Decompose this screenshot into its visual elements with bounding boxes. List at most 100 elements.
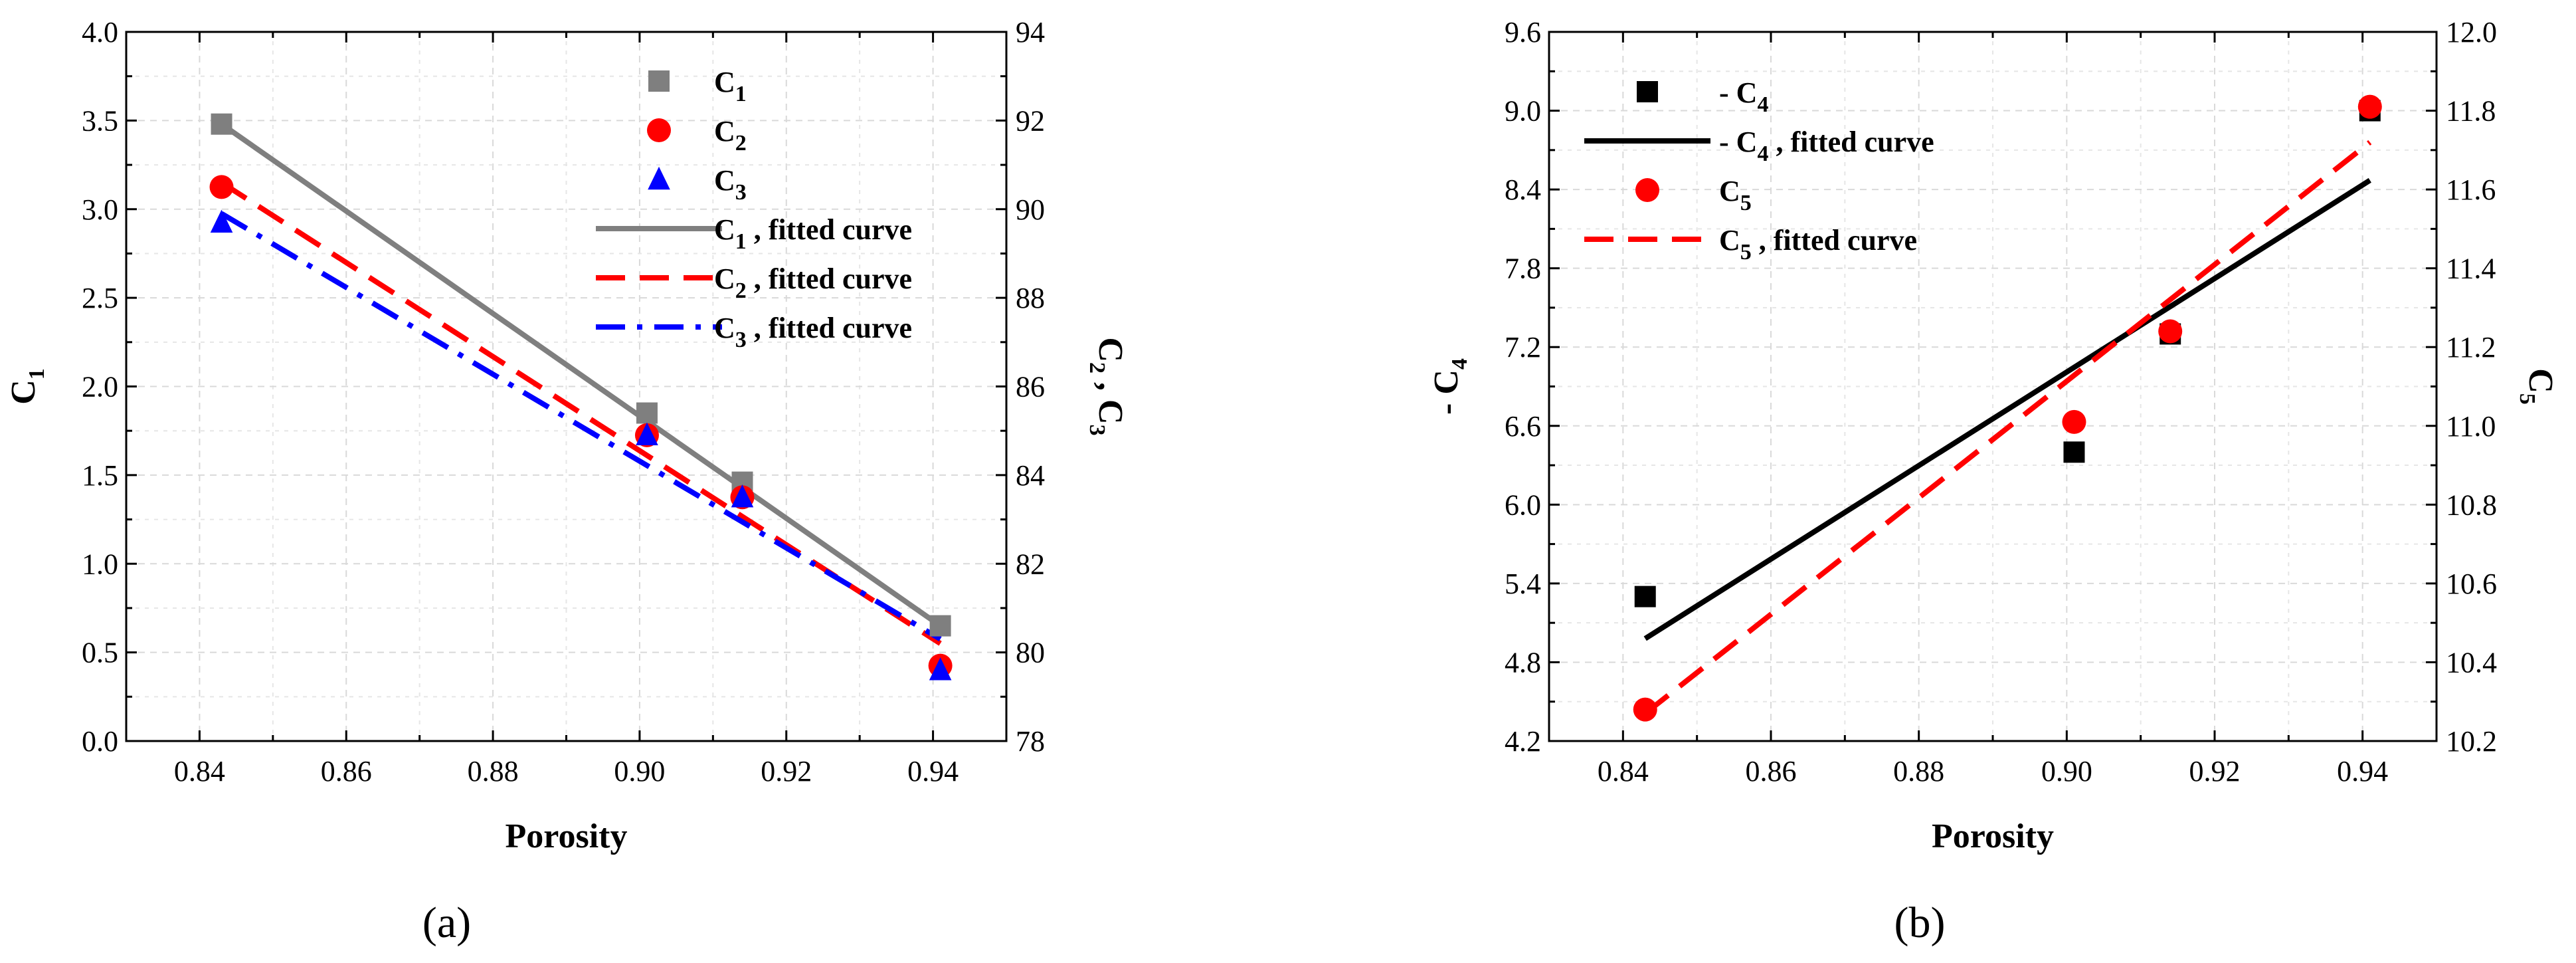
y2-axis-label-a-sub: 2 — [1085, 362, 1109, 374]
legend-label-sub: 5 — [1740, 240, 1752, 265]
legend-label-suffix: , fitted curve — [1768, 126, 1934, 158]
y2-tick-label: 11.2 — [2446, 331, 2496, 364]
legend-label: C3 , fitted curve — [714, 312, 912, 352]
y2-tick-label: 10.6 — [2446, 568, 2497, 600]
series-line--c4-fitted-curve — [1643, 177, 2371, 641]
y2-axis-label: C5 — [2515, 368, 2559, 405]
x-tick-label: 0.88 — [468, 755, 519, 788]
series-group-a — [209, 113, 953, 681]
data-point-c3 — [929, 657, 952, 681]
x-tick-label: 0.94 — [907, 755, 959, 788]
legend-label-sub: 3 — [735, 180, 747, 205]
y2-tick-label: 86 — [1016, 371, 1045, 403]
data-point-c2 — [209, 175, 234, 199]
legend-label-base: C — [714, 213, 735, 246]
legend-label-base: - C — [1719, 126, 1757, 158]
series-group-b — [1633, 94, 2382, 722]
y-tick-label: 3.5 — [82, 104, 118, 137]
x-tick-label: 0.84 — [174, 755, 225, 788]
legend-label-base: - C — [1719, 76, 1757, 109]
legend-label-sub: 1 — [735, 82, 747, 106]
legend-label-base: C — [714, 263, 735, 295]
y-tick-label: 4.8 — [1505, 646, 1541, 679]
y-tick-label: 5.4 — [1505, 568, 1541, 600]
y-axis-label: C1 — [5, 368, 49, 405]
y2-axis-label-a: C — [1091, 337, 1129, 362]
y2-tick-label: 12.0 — [2446, 16, 2497, 49]
x-tick-label: 0.84 — [1598, 755, 1649, 788]
legend-label-base: C — [1719, 175, 1740, 207]
x-tick-label: 0.90 — [2041, 755, 2092, 788]
series-line-c1-fitted-curve — [220, 122, 942, 628]
x-tick-label: 0.92 — [761, 755, 812, 788]
data-point-c1 — [929, 615, 951, 637]
y-tick-label: 4.2 — [1505, 725, 1541, 758]
y-tick-label: 9.6 — [1505, 16, 1541, 49]
series-line-c5-fitted-curve — [1643, 140, 2372, 716]
y2-tick-label: 11.8 — [2446, 95, 2496, 128]
x-axis-label: Porosity — [1932, 817, 2054, 855]
y2-tick-label: 94 — [1016, 16, 1045, 49]
y2-tick-label: 10.2 — [2446, 725, 2497, 758]
y-axis-label: - C4 — [1427, 358, 1472, 415]
y2-tick-label: 11.4 — [2446, 253, 2496, 285]
x-tick-label: 0.90 — [614, 755, 665, 788]
legend-label: C3 — [714, 164, 747, 205]
y-tick-label: 4.0 — [82, 16, 118, 49]
y-axis-label-sub: 1 — [25, 368, 49, 379]
data-point-c1 — [211, 113, 232, 135]
y-tick-label: 0.0 — [82, 725, 118, 758]
x-tick-label: 0.92 — [2189, 755, 2241, 788]
y-axis-label-sub: 4 — [1447, 358, 1472, 370]
y2-tick-label: 92 — [1016, 104, 1045, 137]
x-tick-label: 0.88 — [1893, 755, 1944, 788]
data-point-c1 — [636, 402, 658, 424]
legend-marker — [1637, 81, 1658, 102]
y2-tick-label: 84 — [1016, 459, 1045, 492]
legend-label: - C4 — [1719, 76, 1768, 117]
legend-label-base: C — [714, 312, 735, 344]
y-tick-label: 8.4 — [1505, 173, 1541, 206]
legend-marker — [1635, 178, 1659, 202]
y2-axis-label-b-sub: 3 — [1085, 425, 1109, 436]
data-point-c3 — [731, 484, 754, 508]
data-point-c5 — [2158, 319, 2183, 344]
y-tick-label: 0.5 — [82, 637, 118, 669]
y2-tick-label: 88 — [1016, 282, 1045, 314]
panel-label-b: (b) — [1894, 899, 1946, 947]
y-tick-label: 2.0 — [82, 371, 118, 403]
data-point-c3 — [210, 209, 233, 233]
y2-axis-label-sep: , — [1091, 374, 1129, 399]
legend-label-sub: 1 — [735, 229, 747, 254]
y-tick-label: 2.5 — [82, 282, 118, 314]
series-line-c2-fitted-curve — [220, 180, 942, 646]
legend-label-suffix: , fitted curve — [747, 213, 912, 246]
y2-axis-label-b: C — [1091, 399, 1129, 425]
y2-axis-label: C2 , C3 — [1085, 337, 1129, 435]
legend-marker — [647, 118, 671, 142]
legend-label: C2 , fitted curve — [714, 263, 912, 303]
x-tick-label: 0.94 — [2337, 755, 2388, 788]
y2-tick-label: 11.6 — [2446, 173, 2496, 206]
legend-label: C1 , fitted curve — [714, 213, 912, 254]
legend-label: C5 — [1719, 175, 1752, 215]
legend-label-sub: 4 — [1757, 92, 1768, 117]
series-line-c3-fitted-curve — [220, 211, 942, 642]
legend-label-base: C — [714, 66, 735, 98]
legend-label: - C4 , fitted curve — [1719, 126, 1934, 166]
y-tick-label: 7.2 — [1505, 331, 1541, 364]
legend-label-sub: 4 — [1757, 142, 1768, 166]
legend-label-sub: 2 — [735, 131, 747, 156]
data-point-c5 — [2062, 409, 2086, 434]
y2-tick-label: 11.0 — [2446, 410, 2496, 443]
chart-panel-b: 0.84 0.86 0.88 0.90 0.92 0.94 4.2 4.8 5.4 6.0 6.6 7… — [1427, 16, 2559, 947]
chart-panel-a: 0.84 0.86 0.88 0.90 0.92 0.94 0.0 0.5 1.0 1.5 2.0 2… — [5, 16, 1129, 947]
legend-label: C5 , fitted curve — [1719, 224, 1917, 265]
data-point-c3 — [636, 422, 658, 446]
y2-tick-label: 82 — [1016, 548, 1045, 580]
y-tick-label: 9.0 — [1505, 95, 1541, 128]
y-axis-label-base: - C — [1427, 370, 1465, 415]
legend-label-sub: 5 — [1740, 191, 1752, 215]
